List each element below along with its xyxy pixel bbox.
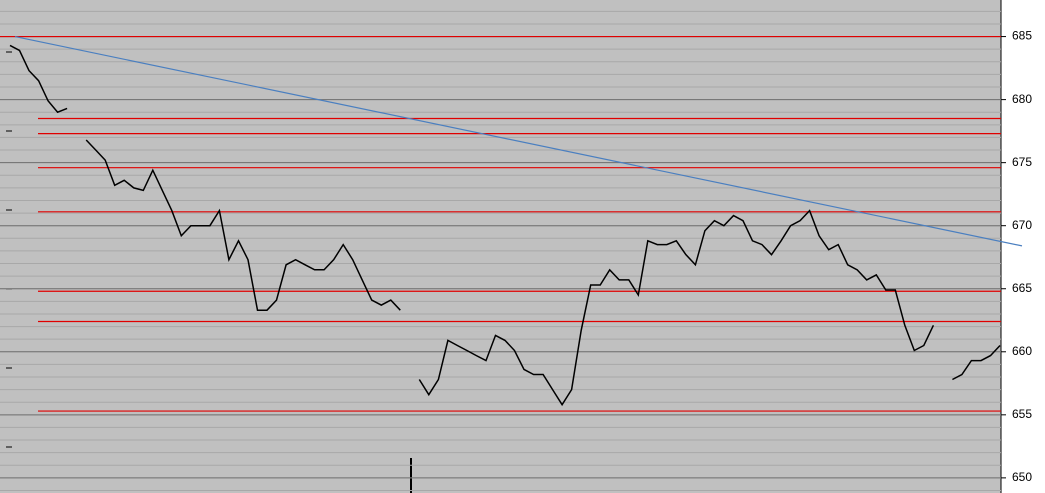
y-tick-label: 665 <box>1012 281 1032 295</box>
y-tick-label: 670 <box>1012 218 1032 232</box>
price-line <box>9 44 1001 407</box>
y-tick-label: 675 <box>1012 155 1032 169</box>
y-tick-label: 660 <box>1012 344 1032 358</box>
axis-panel <box>1001 0 1045 493</box>
y-tick-label: 680 <box>1012 92 1032 106</box>
y-tick-label: 650 <box>1012 470 1032 484</box>
trend-line <box>14 35 1023 247</box>
y-tick-label: 685 <box>1012 29 1032 43</box>
y-tick-label: 655 <box>1012 407 1032 421</box>
